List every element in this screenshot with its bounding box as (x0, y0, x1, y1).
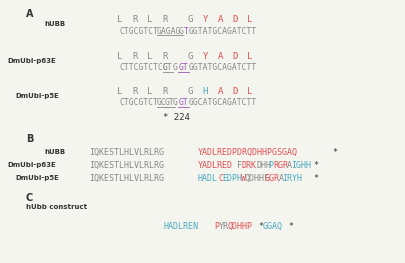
Text: A: A (278, 174, 283, 183)
Text: A: A (217, 15, 222, 24)
Text: GGTATGCAGATCTT: GGTATGCAGATCTT (189, 27, 257, 36)
Text: H: H (202, 87, 208, 96)
Text: IQKESTLHLVLRLRG: IQKESTLHLVLRLRG (89, 174, 163, 183)
Text: A: A (217, 52, 222, 60)
Text: L: L (246, 87, 251, 96)
Text: P: P (214, 222, 219, 231)
Text: GGR: GGR (264, 174, 279, 183)
Text: R: R (132, 52, 137, 60)
Text: *: * (313, 174, 318, 183)
Text: F: F (237, 161, 241, 170)
Text: R: R (132, 15, 137, 24)
Text: L: L (117, 15, 122, 24)
Text: G: G (187, 15, 192, 24)
Text: L: L (147, 15, 152, 24)
Text: R: R (162, 87, 168, 96)
Text: DmUbi-p63E: DmUbi-p63E (8, 162, 56, 168)
Text: A: A (26, 9, 33, 19)
Text: D: D (231, 15, 237, 24)
Text: C: C (26, 193, 33, 203)
Text: * 224: * 224 (163, 113, 190, 122)
Text: T: T (184, 27, 189, 36)
Text: G: G (173, 63, 177, 72)
Text: G: G (178, 27, 183, 36)
Text: G: G (187, 87, 192, 96)
Text: GT: GT (178, 63, 188, 72)
Text: CTTCGTCTCC: CTTCGTCTCC (119, 63, 168, 72)
Text: GGAQ: GGAQ (262, 222, 281, 231)
Text: YADLREDPDRQDHHPGSGAQ: YADLREDPDRQDHHPGSGAQ (197, 148, 297, 157)
Text: A: A (217, 87, 222, 96)
Text: IRYH: IRYH (282, 174, 302, 183)
Text: GGCATGCAGATCTT: GGCATGCAGATCTT (189, 98, 257, 107)
Text: R: R (162, 52, 168, 60)
Text: hUBB: hUBB (45, 21, 66, 27)
Text: QDHHP: QDHHP (227, 222, 252, 231)
Text: C: C (217, 174, 223, 183)
Text: IQKESTLHLVLRLRG: IQKESTLHLVLRLRG (89, 148, 163, 157)
Text: L: L (246, 15, 251, 24)
Text: D: D (231, 87, 237, 96)
Text: IGHH: IGHH (290, 161, 310, 170)
Text: CTGCGTCT: CTGCGTCT (119, 27, 158, 36)
Text: GT: GT (178, 98, 188, 107)
Text: G: G (187, 52, 192, 60)
Text: YR: YR (218, 222, 228, 231)
Text: L: L (117, 52, 122, 60)
Text: A: A (286, 161, 291, 170)
Text: R: R (162, 15, 168, 24)
Text: R: R (132, 87, 137, 96)
Text: HADL: HADL (197, 174, 217, 183)
Text: RGR: RGR (272, 161, 287, 170)
Text: EDPH: EDPH (222, 174, 242, 183)
Text: hUbb construct: hUbb construct (26, 204, 87, 210)
Text: L: L (117, 87, 122, 96)
Text: IQKESTLHLVLRLRG: IQKESTLHLVLRLRG (89, 161, 163, 170)
Text: YADLRED: YADLRED (197, 161, 232, 170)
Text: DmUbi-p5E: DmUbi-p5E (15, 93, 59, 99)
Text: G: G (173, 98, 177, 107)
Text: DRK: DRK (241, 161, 256, 170)
Text: GT: GT (164, 98, 174, 107)
Text: *: * (257, 222, 262, 231)
Text: GGTATGCAGATCTT: GGTATGCAGATCTT (189, 63, 257, 72)
Text: L: L (147, 87, 152, 96)
Text: L: L (246, 52, 251, 60)
Text: Y: Y (202, 52, 208, 60)
Text: GT: GT (162, 63, 172, 72)
Text: hUBB: hUBB (45, 149, 66, 155)
Text: P: P (268, 161, 273, 170)
Text: *: * (332, 148, 337, 157)
Text: GAGAG: GAGAG (157, 27, 181, 36)
Text: D: D (231, 52, 237, 60)
Text: Y: Y (202, 15, 208, 24)
Text: *: * (287, 222, 292, 231)
Text: W: W (240, 174, 245, 183)
Text: *: * (313, 161, 318, 170)
Text: L: L (147, 52, 152, 60)
Text: QDHHF: QDHHF (244, 174, 269, 183)
Text: B: B (26, 134, 33, 144)
Text: HADLREN: HADLREN (163, 222, 198, 231)
Text: DmUbi-p5E: DmUbi-p5E (15, 175, 59, 181)
Text: GC: GC (157, 98, 166, 107)
Text: DHH: DHH (256, 161, 271, 170)
Text: CTGCGTCT: CTGCGTCT (119, 98, 158, 107)
Text: DmUbi-p63E: DmUbi-p63E (8, 58, 56, 64)
